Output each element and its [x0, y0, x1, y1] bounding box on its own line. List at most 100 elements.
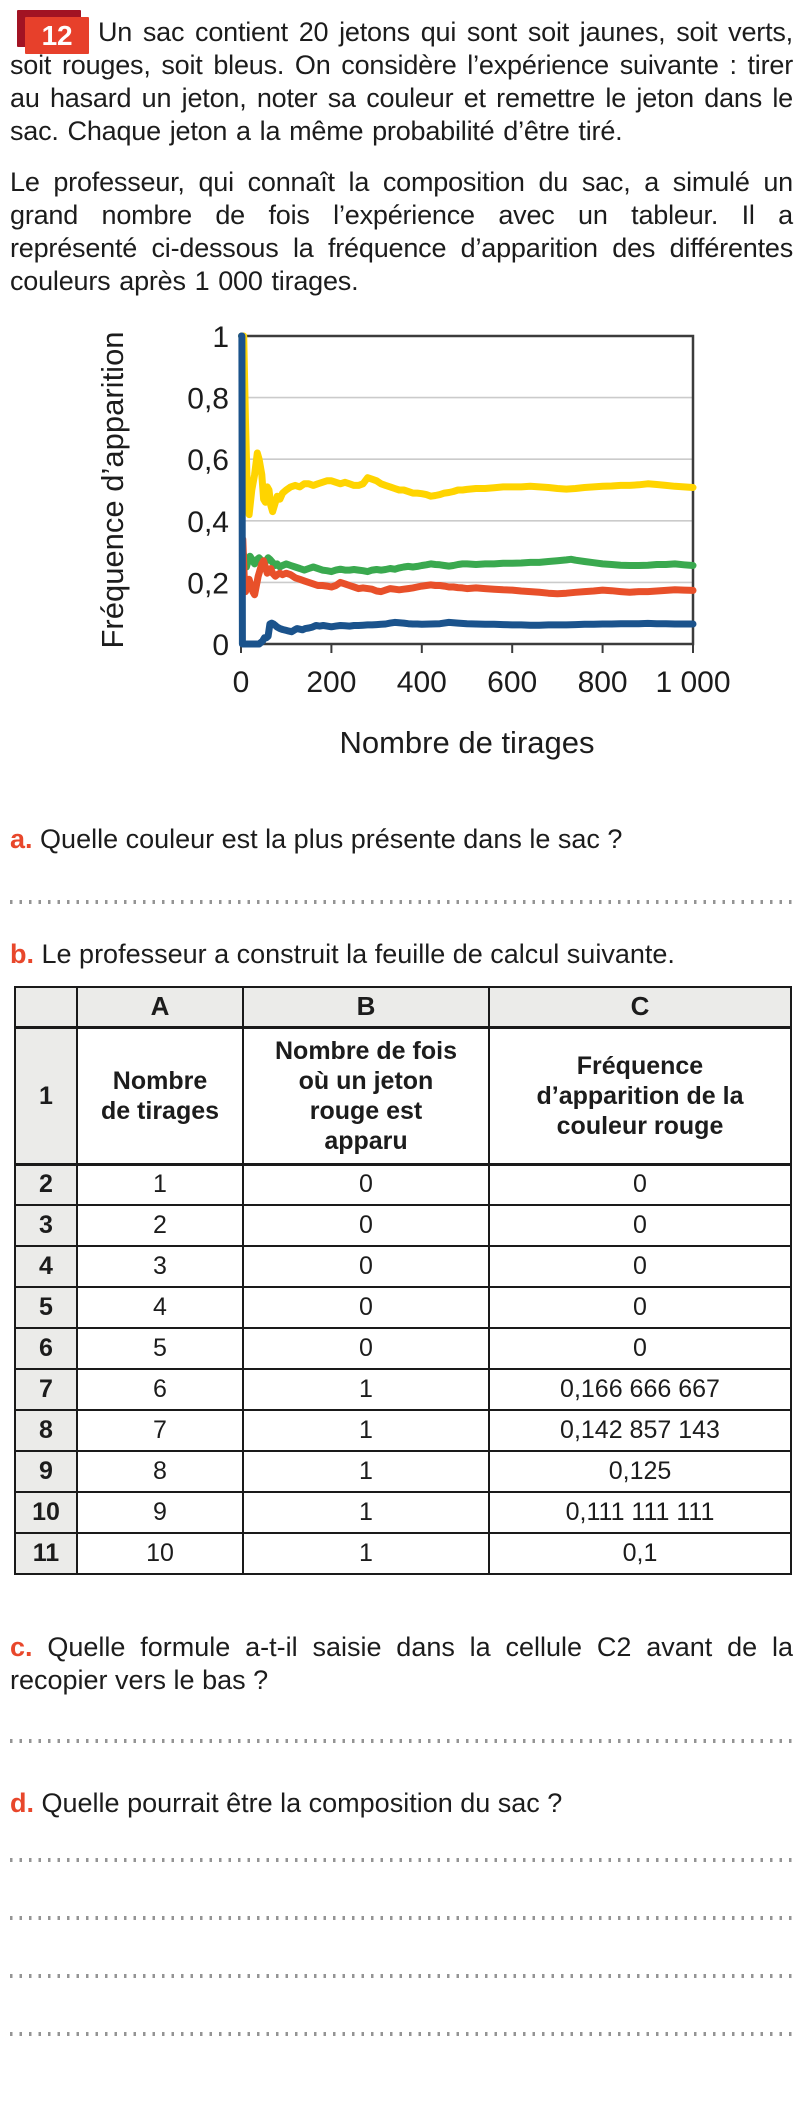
series-rouge [239, 535, 697, 599]
spreadsheet-table: A B C 1 Nombre de tirages Nombre de fois… [14, 986, 792, 1575]
x-tick-label: 200 [306, 666, 356, 699]
y-axis-label: Fréquence d’apparition [95, 331, 130, 648]
y-tick-label: 0,6 [187, 444, 229, 477]
spreadsheet-cell: 1 [242, 1450, 490, 1493]
intro-paragraph-1: 12 Un sac contient 20 jetons qui sont so… [10, 16, 793, 148]
spreadsheet-cell: 0,111 111 111 [488, 1491, 792, 1534]
series-jaune [238, 332, 697, 519]
answer-dotted-line-d-2 [10, 1916, 793, 1920]
y-tick-label: 0 [212, 629, 229, 662]
spreadsheet-cell: 0 [488, 1163, 792, 1206]
spreadsheet-cell: 7 [76, 1409, 244, 1452]
question-c-text: Quelle formule a-t-il saisie dans la cel… [10, 1632, 793, 1695]
x-tick-label: 800 [578, 666, 628, 699]
row-number-cell: 5 [14, 1286, 78, 1329]
row-number-cell: 8 [14, 1409, 78, 1452]
row-number-cell: 11 [14, 1532, 78, 1575]
spreadsheet-cell: 1 [242, 1368, 490, 1411]
spreadsheet-cell: 0 [488, 1245, 792, 1288]
spreadsheet-cell: 6 [76, 1368, 244, 1411]
answer-dotted-line-d-1 [10, 1858, 793, 1862]
answer-dotted-line-c [10, 1739, 793, 1743]
spreadsheet-cell: 0 [242, 1245, 490, 1288]
column-header-B: B [242, 986, 490, 1029]
spreadsheet-cell: 10 [76, 1532, 244, 1575]
frequency-chart: 0 200 400 600 800 1 000 0 0,2 0,4 0,6 0,8 1 Fréquen… [95, 322, 731, 760]
spreadsheet-cell: 1 [242, 1532, 490, 1575]
row-number-cell: 1 [14, 1026, 78, 1166]
column-header-C: C [488, 986, 792, 1029]
spreadsheet-cell: 0 [488, 1204, 792, 1247]
spreadsheet-cell-C1: Fréquence d’apparition de la couleur rou… [488, 1026, 792, 1166]
question-c-label: c. [10, 1632, 33, 1662]
exercise-number-badge: 12 [25, 17, 89, 54]
question-b: b. Le professeur a construit la feuille … [10, 938, 793, 971]
spreadsheet-cell: 1 [242, 1409, 490, 1452]
y-tick-label: 1 [212, 322, 229, 354]
series-vert [239, 548, 697, 576]
x-tick-label: 0 [233, 666, 250, 699]
spreadsheet-cell: 3 [76, 1245, 244, 1288]
x-axis-label: Nombre de tirages [339, 725, 594, 760]
spreadsheet-cell-A1: Nombre de tirages [76, 1026, 244, 1166]
spreadsheet-cell: 0,142 857 143 [488, 1409, 792, 1452]
y-tick-label: 0,2 [187, 567, 229, 600]
spreadsheet-cell: 1 [76, 1163, 244, 1206]
spreadsheet-cell-B1: Nombre de fois où un jeton rouge est app… [242, 1026, 490, 1166]
spreadsheet-row: 8 7 1 0,142 857 143 [14, 1409, 792, 1452]
answer-dotted-line-d-3 [10, 1974, 793, 1978]
spreadsheet-cell: 4 [76, 1286, 244, 1329]
spreadsheet-cell: 5 [76, 1327, 244, 1370]
x-tick-label: 1 000 [655, 666, 730, 699]
question-a-text: Quelle couleur est la plus présente dans… [40, 824, 623, 854]
spreadsheet-row: 9 8 1 0,125 [14, 1450, 792, 1493]
row-number-cell: 10 [14, 1491, 78, 1534]
spreadsheet-cell: 0,125 [488, 1450, 792, 1493]
intro-paragraph-2: Le professeur, qui connaît la compositio… [10, 167, 793, 296]
question-d-label: d. [10, 1788, 34, 1818]
chart-generated: 0 200 400 600 800 1 000 0 0,2 0,4 0,6 0,8 1 [187, 322, 730, 699]
row-number-cell: 9 [14, 1450, 78, 1493]
spreadsheet-row-1: 1 Nombre de tirages Nombre de fois où un… [14, 1026, 792, 1166]
spreadsheet-cell: 0,166 666 667 [488, 1368, 792, 1411]
spreadsheet-cell: 0 [488, 1327, 792, 1370]
spreadsheet-row: 11 10 1 0,1 [14, 1532, 792, 1575]
question-d: d. Quelle pourrait être la composition d… [10, 1787, 793, 1820]
spreadsheet-cell: 0 [242, 1327, 490, 1370]
row-number-cell: 7 [14, 1368, 78, 1411]
spreadsheet-cell: 0 [242, 1204, 490, 1247]
spreadsheet-cell: 0 [242, 1286, 490, 1329]
question-b-label: b. [10, 939, 34, 969]
spreadsheet-cell: 0,1 [488, 1532, 792, 1575]
spreadsheet-column-header-row: A B C [14, 986, 792, 1029]
spreadsheet-row: 7 6 1 0,166 666 667 [14, 1368, 792, 1411]
row-number-cell: 3 [14, 1204, 78, 1247]
row-number-cell: 2 [14, 1163, 78, 1206]
question-c: c. Quelle formule a-t-il saisie dans la … [10, 1631, 793, 1697]
corner-cell [14, 986, 78, 1029]
row-number-cell: 6 [14, 1327, 78, 1370]
intro-paragraph-1-text: Un sac contient 20 jetons qui sont soit … [10, 17, 793, 146]
chart-section: 0 200 400 600 800 1 000 0 0,2 0,4 0,6 0,8 1 Fréquen… [10, 322, 793, 767]
exercise-page: 12 Un sac contient 20 jetons qui sont so… [10, 16, 793, 2036]
spreadsheet-cell: 0 [242, 1163, 490, 1206]
spreadsheet-cell: 1 [242, 1491, 490, 1534]
spreadsheet-cell: 9 [76, 1491, 244, 1534]
x-tick-label: 600 [487, 666, 537, 699]
x-tick-label: 400 [397, 666, 447, 699]
spreadsheet-cell: 2 [76, 1204, 244, 1247]
series-bleu [238, 332, 697, 648]
y-tick-label: 0,8 [187, 383, 229, 416]
answer-dotted-line-d-4 [10, 2032, 793, 2036]
row-number-cell: 4 [14, 1245, 78, 1288]
column-header-A: A [76, 986, 244, 1029]
spreadsheet-cell: 0 [488, 1286, 792, 1329]
question-a-label: a. [10, 824, 33, 854]
answer-dotted-line-a [10, 900, 793, 904]
spreadsheet-cell: 8 [76, 1450, 244, 1493]
